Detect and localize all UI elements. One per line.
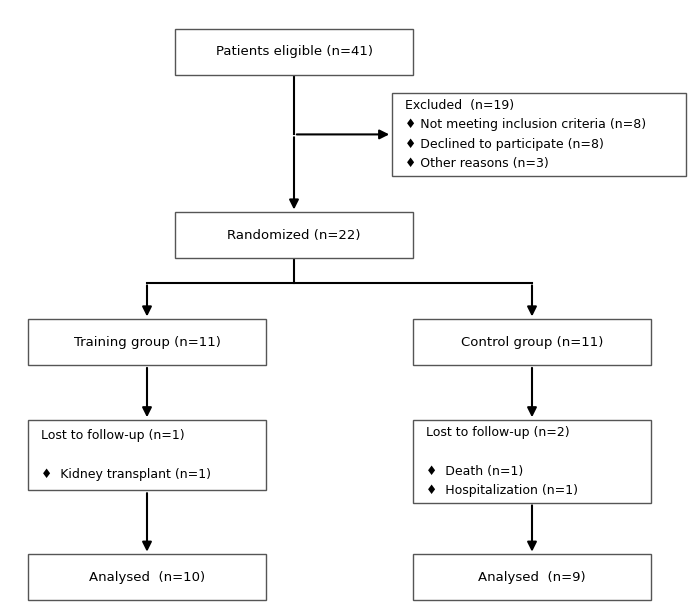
FancyBboxPatch shape: [175, 212, 413, 258]
FancyBboxPatch shape: [413, 555, 651, 600]
FancyBboxPatch shape: [175, 29, 413, 75]
FancyBboxPatch shape: [28, 555, 266, 600]
Text: Control group (n=11): Control group (n=11): [461, 335, 603, 349]
Text: Lost to follow-up (n=2)

♦  Death (n=1)
♦  Hospitalization (n=1): Lost to follow-up (n=2) ♦ Death (n=1) ♦ …: [426, 425, 578, 497]
FancyBboxPatch shape: [28, 319, 266, 365]
Text: Lost to follow-up (n=1)

♦  Kidney transplant (n=1): Lost to follow-up (n=1) ♦ Kidney transpl…: [41, 429, 211, 481]
FancyBboxPatch shape: [413, 420, 651, 502]
Text: Patients eligible (n=41): Patients eligible (n=41): [216, 45, 372, 59]
Text: Randomized (n=22): Randomized (n=22): [228, 229, 360, 242]
FancyBboxPatch shape: [28, 420, 266, 490]
Text: Training group (n=11): Training group (n=11): [74, 335, 220, 349]
FancyBboxPatch shape: [413, 319, 651, 365]
Text: Analysed  (n=10): Analysed (n=10): [89, 571, 205, 584]
Text: Excluded  (n=19)
♦ Not meeting inclusion criteria (n=8)
♦ Declined to participat: Excluded (n=19) ♦ Not meeting inclusion …: [405, 98, 645, 170]
FancyBboxPatch shape: [392, 93, 686, 175]
Text: Analysed  (n=9): Analysed (n=9): [478, 571, 586, 584]
